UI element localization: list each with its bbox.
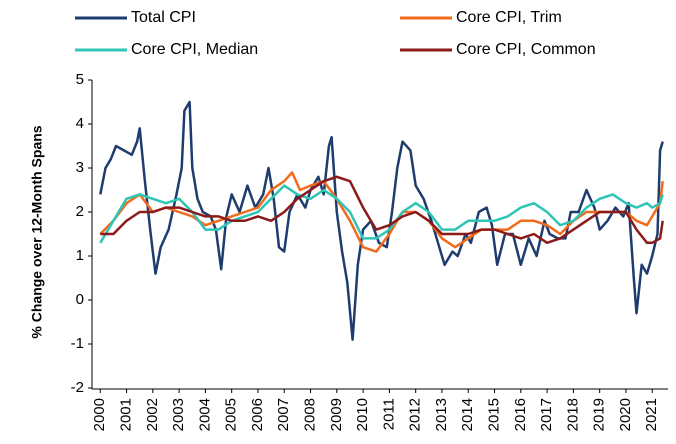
x-tick-label: 2018 — [564, 398, 581, 431]
x-tick-label: 2012 — [407, 398, 424, 431]
x-tick-label: 2013 — [433, 398, 450, 431]
y-tick-label: 4 — [76, 115, 84, 132]
x-tick-label: 2008 — [302, 398, 319, 431]
legend-label: Core CPI, Median — [131, 41, 258, 58]
x-tick-label: 2010 — [354, 398, 371, 431]
series-line — [100, 175, 664, 245]
x-tick-label: 2000 — [91, 398, 108, 431]
legend-label: Core CPI, Common — [456, 41, 596, 58]
y-axis-title: % Change over 12-Month Spans — [29, 125, 45, 338]
y-tick-label: -2 — [71, 379, 84, 396]
x-tick-label: 2015 — [485, 398, 502, 431]
legend-label: Total CPI — [131, 9, 196, 26]
y-tick-label: 5 — [76, 71, 84, 88]
legend-label: Core CPI, Trim — [456, 9, 562, 26]
x-tick-label: 2006 — [249, 398, 266, 431]
x-tick-label: 2005 — [223, 398, 240, 431]
x-tick-label: 2001 — [118, 398, 135, 431]
x-tick-label: 2016 — [512, 398, 529, 431]
x-tick-label: 2007 — [275, 398, 292, 431]
x-tick-label: 2014 — [459, 398, 476, 431]
x-tick-label: 2019 — [591, 398, 608, 431]
x-tick-label: 2002 — [144, 398, 161, 431]
x-tick-label: 2021 — [643, 398, 660, 431]
x-tick-label: 2017 — [538, 398, 555, 431]
x-tick-label: 2009 — [328, 398, 345, 431]
series-line — [99, 100, 664, 341]
x-tick-label: 2020 — [617, 398, 634, 431]
y-tick-label: 0 — [76, 291, 84, 308]
x-tick-label: 2011 — [380, 398, 397, 430]
x-tick-label: 2003 — [170, 398, 187, 431]
y-tick-label: -1 — [71, 335, 84, 352]
y-tick-label: 3 — [76, 159, 84, 176]
y-tick-label: 1 — [76, 247, 84, 264]
y-tick-label: 2 — [76, 203, 84, 220]
x-tick-label: 2004 — [196, 398, 213, 431]
